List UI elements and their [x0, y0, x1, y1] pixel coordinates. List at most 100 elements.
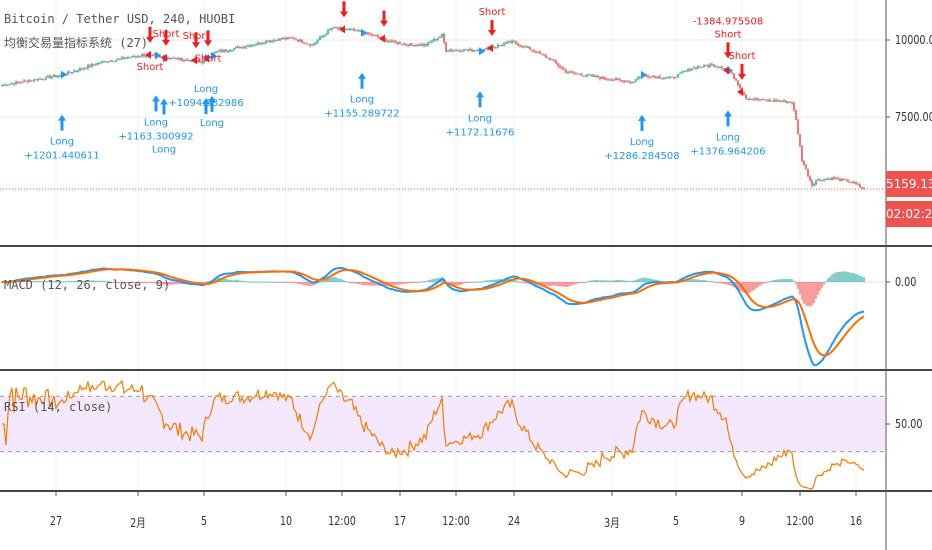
candle-body — [397, 42, 399, 44]
short-arrow-icon — [192, 32, 200, 49]
short-signal-labels: Short — [137, 62, 164, 73]
candle-body — [107, 61, 109, 63]
macd-histogram-bar — [301, 282, 303, 285]
macd-histogram-bar — [803, 282, 805, 304]
candle-body — [747, 98, 749, 100]
candle-body — [135, 56, 137, 58]
macd-histogram-bar — [167, 282, 169, 285]
macd-histogram-bar — [307, 282, 309, 286]
candle-body — [111, 60, 113, 62]
candle-body — [285, 38, 287, 40]
candle-body — [733, 74, 735, 79]
candle-body — [483, 48, 485, 52]
macd-histogram-bar — [45, 280, 47, 282]
short-label: Short — [153, 29, 180, 40]
candle-body — [825, 179, 827, 181]
short-profit-label: -1384.975508 — [693, 16, 763, 27]
candle-body — [71, 72, 73, 74]
macd-histogram-bar — [517, 281, 519, 283]
macd-histogram-bar — [151, 282, 153, 284]
candle-body — [85, 68, 87, 70]
candle-body — [387, 40, 389, 42]
short-arrow-icon — [146, 26, 154, 43]
macd-histogram-bar — [57, 281, 59, 283]
candle-body — [17, 81, 19, 83]
candle-body — [215, 51, 217, 53]
long-arrow-icon — [724, 110, 732, 127]
candle-body — [855, 182, 857, 184]
candle-body — [527, 47, 529, 49]
macd-histogram-bar — [647, 278, 649, 282]
macd-histogram-bar — [381, 282, 383, 286]
macd-histogram-bar — [125, 282, 127, 283]
candle-body — [843, 178, 845, 180]
macd-histogram-bar — [623, 280, 625, 282]
candle-body — [5, 84, 7, 86]
macd-histogram-bar — [471, 282, 473, 283]
macd-histogram-bar — [425, 281, 427, 283]
candle-body — [655, 76, 657, 78]
candle-body — [1, 84, 3, 86]
macd-histogram-bar — [67, 281, 69, 283]
candle-body — [183, 60, 185, 62]
short-label: Short — [479, 7, 506, 18]
candle-body — [627, 81, 629, 83]
candle-body — [289, 37, 291, 39]
macd-histogram-bar — [565, 282, 567, 288]
macd-histogram-bar — [765, 282, 767, 283]
macd-histogram-bar — [455, 282, 457, 286]
candle-body — [331, 27, 333, 30]
candle-body — [439, 36, 441, 38]
candle-body — [611, 79, 613, 81]
candle-body — [503, 43, 505, 46]
candle-body — [679, 72, 681, 75]
candle-body — [101, 61, 103, 63]
candle-body — [189, 60, 191, 62]
short-signal-labels: Short — [153, 29, 180, 40]
macd-histogram-bar — [627, 280, 629, 282]
candle-body — [505, 42, 507, 44]
long-profit-label: +1201.440611 — [24, 151, 99, 162]
macd-histogram-bar — [759, 282, 761, 286]
candle-body — [739, 84, 741, 89]
long-arrow-icon — [638, 114, 646, 131]
macd-histogram-bar — [347, 281, 349, 283]
macd-histogram-bar — [39, 280, 41, 282]
candle-body — [379, 37, 381, 39]
macd-histogram-bar — [435, 278, 437, 282]
macd-histogram-bar — [505, 278, 507, 282]
long-arrow-icon — [152, 95, 160, 112]
macd-histogram-bar — [437, 278, 439, 282]
macd-histogram-bar — [513, 279, 515, 282]
candle-body — [547, 57, 549, 59]
candle-body — [307, 43, 309, 45]
macd-histogram-bar — [725, 282, 727, 285]
candle-body — [575, 73, 577, 75]
macd-histogram-bar — [355, 282, 357, 284]
candle-body — [579, 73, 581, 75]
macd-histogram-bar — [607, 280, 609, 282]
macd-histogram-bar — [423, 281, 425, 283]
macd-histogram-bar — [407, 282, 409, 284]
macd-signal-line — [2, 268, 865, 357]
candle-body — [581, 74, 583, 76]
candle-body — [39, 78, 41, 80]
candle-body — [457, 49, 459, 51]
candle-body — [459, 50, 461, 52]
candle-body — [97, 63, 99, 65]
candle-body — [45, 76, 47, 80]
candle-body — [637, 77, 639, 80]
candle-body — [675, 77, 677, 79]
macd-histogram-bar — [717, 282, 719, 283]
macd-histogram-bar — [365, 282, 367, 286]
candle-body — [671, 76, 673, 78]
macd-histogram-bar — [605, 280, 607, 282]
candle-body — [857, 183, 859, 185]
macd-histogram-bar — [179, 282, 181, 284]
macd-histogram-bar — [859, 275, 861, 282]
candle-body — [223, 49, 225, 52]
short-entry-marker — [379, 34, 385, 43]
macd-histogram-bar — [401, 282, 403, 285]
candle-body — [813, 183, 815, 186]
